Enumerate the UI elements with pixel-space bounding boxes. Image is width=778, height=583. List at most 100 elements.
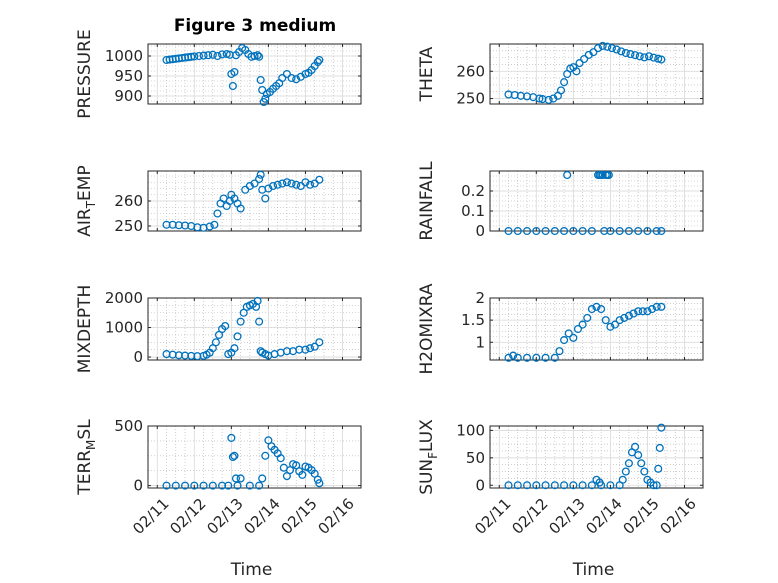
data-point	[640, 467, 649, 476]
y-tick-label: 1000	[105, 319, 143, 337]
data-point	[535, 94, 544, 103]
data-point	[541, 226, 550, 236]
subplot-airtemp: 250 260 AIRTEMP	[75, 165, 362, 237]
data-point	[213, 209, 222, 218]
x-axis-label: Time	[572, 560, 615, 580]
data-point	[261, 94, 270, 103]
data-point	[541, 353, 550, 362]
data-point	[615, 316, 624, 325]
data-point	[268, 181, 278, 191]
data-point	[513, 353, 522, 362]
data-point	[606, 226, 615, 236]
x-tick-label: 02/16	[656, 495, 699, 538]
data-point	[532, 353, 541, 362]
data-point	[550, 481, 559, 490]
data-point	[634, 226, 643, 236]
subplot-theta: 250 260 THETA	[417, 41, 704, 108]
data-point	[273, 180, 282, 189]
y-tick-label: 260	[114, 192, 143, 210]
data-point	[241, 185, 250, 194]
data-point	[652, 302, 661, 311]
axes-box	[489, 297, 704, 361]
data-point	[278, 179, 287, 188]
subplot-h2omixra: 1 1.5 2 H2OMIXRA	[417, 283, 704, 375]
x-tick-label: 02/16	[314, 495, 357, 538]
data-point	[236, 317, 245, 326]
data-point	[228, 452, 237, 462]
data-point	[261, 194, 270, 203]
data-point	[657, 226, 666, 236]
data-point	[556, 86, 566, 95]
data-point	[287, 179, 296, 188]
x-tick-label: 02/14	[582, 495, 625, 538]
data-point	[205, 222, 214, 231]
data-point	[230, 344, 239, 353]
data-point	[190, 481, 199, 490]
data-point	[654, 464, 663, 473]
data-point	[213, 51, 222, 61]
data-point	[578, 320, 587, 329]
y-tick-label: 1.5	[461, 311, 485, 329]
data-point	[649, 481, 658, 490]
data-point	[573, 324, 583, 334]
data-point	[598, 41, 607, 50]
data-point	[211, 338, 220, 347]
data-point	[245, 181, 254, 191]
subplot-terrmsl: 0 500 TERRMSL 02/1102/1202/1302/1402/1502/1…	[75, 417, 362, 580]
data-point	[221, 321, 230, 331]
data-point	[255, 481, 264, 490]
data-point	[199, 481, 208, 490]
data-point	[624, 459, 633, 468]
data-point	[612, 45, 621, 54]
data-point	[162, 481, 171, 490]
y-tick-label: 0.2	[461, 182, 485, 200]
data-point	[635, 52, 644, 61]
data-point	[634, 307, 643, 316]
data-point	[258, 474, 267, 483]
data-point	[296, 181, 305, 191]
y-tick-label: 260	[456, 62, 485, 80]
data-point	[513, 226, 522, 236]
data-point	[287, 73, 296, 83]
data-point	[298, 470, 307, 479]
data-point	[315, 338, 324, 347]
data-point	[231, 474, 241, 483]
data-point	[648, 305, 657, 314]
data-point	[615, 226, 624, 236]
data-point	[541, 481, 550, 490]
data-point	[607, 44, 616, 53]
y-tick-label: 50	[466, 449, 485, 467]
data-point	[233, 481, 242, 490]
x-tick-label: 02/13	[545, 495, 588, 538]
data-point	[171, 481, 180, 490]
data-point	[532, 481, 541, 490]
data-point	[504, 481, 513, 490]
data-point	[560, 226, 569, 236]
data-point	[544, 95, 553, 104]
data-point	[606, 322, 615, 331]
y-tick-label: 0	[475, 222, 485, 240]
y-tick-label: 0	[475, 476, 485, 494]
data-point	[224, 481, 233, 490]
data-point	[282, 69, 291, 79]
data-point	[550, 226, 559, 236]
y-axis-label: THETA	[417, 46, 437, 102]
data-point	[233, 332, 242, 341]
data-point	[621, 48, 630, 58]
data-point	[610, 320, 620, 329]
data-point	[580, 54, 589, 64]
data-point	[236, 204, 245, 213]
y-tick-label: 100	[456, 421, 485, 439]
data-point	[640, 53, 649, 62]
data-point	[560, 336, 569, 345]
data-point	[569, 226, 578, 236]
data-point	[583, 313, 592, 322]
data-point	[604, 170, 613, 180]
data-point	[643, 307, 652, 316]
data-point	[652, 481, 661, 490]
data-point	[522, 226, 532, 236]
data-point	[276, 454, 285, 463]
data-point	[504, 226, 513, 236]
data-point	[587, 226, 596, 236]
